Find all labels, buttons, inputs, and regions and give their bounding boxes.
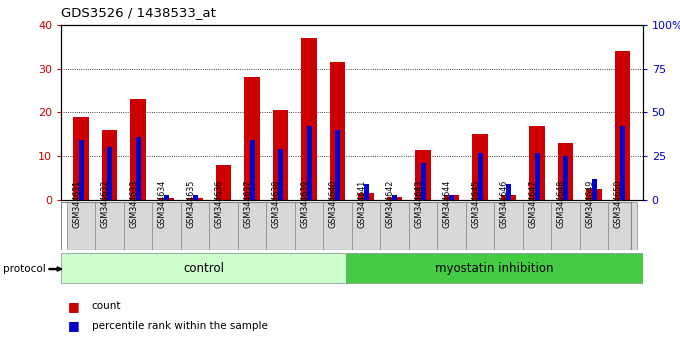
Text: protocol: protocol: [3, 264, 46, 274]
Bar: [529, 126, 545, 200]
Text: GSM344645: GSM344645: [471, 180, 480, 228]
Text: GSM344643: GSM344643: [414, 180, 423, 228]
Text: GSM344639: GSM344639: [300, 180, 309, 228]
Bar: [444, 195, 460, 200]
Text: GSM344640: GSM344640: [328, 180, 338, 228]
Bar: [67, 202, 95, 250]
Bar: [500, 195, 517, 200]
Bar: [609, 202, 637, 250]
Text: GSM344635: GSM344635: [186, 180, 195, 228]
Bar: [449, 195, 454, 200]
Bar: [164, 195, 169, 200]
Bar: [346, 253, 643, 283]
Text: GSM344638: GSM344638: [271, 180, 281, 228]
Bar: [187, 198, 203, 200]
Bar: [506, 184, 511, 200]
Bar: [380, 202, 409, 250]
Bar: [330, 62, 345, 200]
Bar: [335, 130, 340, 200]
Text: GDS3526 / 1438533_at: GDS3526 / 1438533_at: [61, 6, 216, 19]
Bar: [301, 38, 317, 200]
Text: GSM344646: GSM344646: [500, 180, 509, 228]
Bar: [563, 156, 568, 200]
Bar: [159, 198, 175, 200]
Text: myostatin inhibition: myostatin inhibition: [435, 262, 554, 275]
Bar: [466, 202, 494, 250]
Text: percentile rank within the sample: percentile rank within the sample: [92, 321, 268, 331]
Bar: [102, 130, 118, 200]
Bar: [95, 202, 124, 250]
Bar: [523, 202, 551, 250]
Bar: [107, 147, 112, 200]
Bar: [392, 195, 397, 200]
Bar: [592, 179, 596, 200]
Text: ■: ■: [68, 300, 80, 313]
Text: GSM344644: GSM344644: [443, 180, 452, 228]
Bar: [421, 163, 426, 200]
Text: GSM344649: GSM344649: [585, 180, 594, 228]
Text: ■: ■: [68, 319, 80, 332]
Text: GSM344633: GSM344633: [129, 180, 138, 228]
Text: GSM344636: GSM344636: [215, 180, 224, 228]
Bar: [352, 202, 380, 250]
Bar: [216, 165, 231, 200]
Text: GSM344634: GSM344634: [158, 180, 167, 228]
Bar: [387, 196, 403, 200]
Text: GSM344650: GSM344650: [613, 180, 623, 228]
Text: GSM344641: GSM344641: [357, 180, 366, 228]
Text: GSM344631: GSM344631: [72, 180, 81, 228]
Bar: [79, 141, 84, 200]
Bar: [477, 153, 483, 200]
Text: GSM344648: GSM344648: [557, 180, 566, 228]
Text: GSM344637: GSM344637: [243, 180, 252, 228]
Text: control: control: [183, 262, 224, 275]
Bar: [307, 126, 311, 200]
Bar: [181, 202, 209, 250]
Bar: [131, 99, 146, 200]
Bar: [437, 202, 466, 250]
Bar: [73, 117, 89, 200]
Bar: [295, 202, 324, 250]
Bar: [192, 195, 198, 200]
Bar: [494, 202, 523, 250]
Bar: [250, 141, 254, 200]
Bar: [473, 134, 488, 200]
Text: GSM344647: GSM344647: [528, 180, 537, 228]
Bar: [415, 150, 431, 200]
Bar: [278, 149, 283, 200]
Text: GSM344642: GSM344642: [386, 180, 394, 228]
Bar: [273, 110, 288, 200]
Text: count: count: [92, 301, 121, 311]
Bar: [358, 193, 374, 200]
Bar: [238, 202, 267, 250]
Bar: [620, 126, 625, 200]
Text: GSM344632: GSM344632: [101, 180, 109, 228]
Bar: [135, 137, 141, 200]
Bar: [267, 202, 295, 250]
Bar: [152, 202, 181, 250]
Bar: [586, 189, 602, 200]
Bar: [551, 202, 580, 250]
Bar: [244, 78, 260, 200]
Bar: [615, 51, 630, 200]
Bar: [409, 202, 437, 250]
Bar: [324, 202, 352, 250]
Bar: [580, 202, 609, 250]
Bar: [124, 202, 152, 250]
Bar: [209, 202, 238, 250]
Bar: [534, 153, 540, 200]
Bar: [364, 184, 369, 200]
Bar: [558, 143, 573, 200]
Bar: [61, 253, 346, 283]
